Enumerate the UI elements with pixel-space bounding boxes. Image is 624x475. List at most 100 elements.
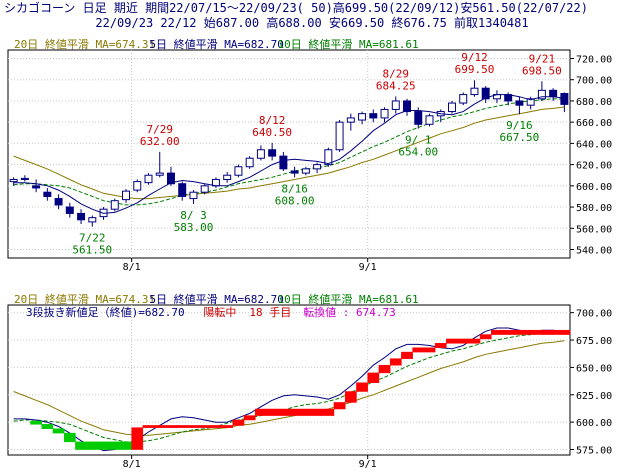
brick-up [356,382,368,392]
candle-body [425,115,434,125]
brick-down [63,432,76,443]
candle-body [515,100,524,106]
candle-body [537,89,546,100]
candle-body [65,206,74,214]
brick-down [41,424,54,429]
price-y-tick-label: 700.00 [576,76,612,87]
swing-low-date: 9/16 [506,119,533,132]
candle-body [110,200,119,210]
price-y-tick-label: 680.00 [576,97,612,108]
brick-up [491,329,571,335]
brick-up [378,364,391,374]
brick-up [389,358,402,366]
tlb-y-tick-label: 600.00 [576,418,612,429]
candle-body [155,172,164,176]
header-latest-ohlc: 22/09/23 22/12 始687.00 高688.00 安669.50 終… [95,16,529,30]
candle-body [526,98,535,106]
swing-low-date: 9/ 1 [405,134,432,147]
price-y-tick-label: 720.00 [576,54,612,65]
tlb-x-tick-label: 9/1 [359,459,377,470]
price-legend-entry: 20日 終値平滑 MA=674.31 [14,37,155,51]
price-y-tick-label: 600.00 [576,182,612,193]
tlb-ma5-line [13,327,565,452]
ma5-line [13,94,565,214]
tlb-y-tick-label: 700.00 [576,309,612,320]
brick-down [75,441,132,450]
brick-up [412,347,436,353]
tlb-y-tick-label: 625.00 [576,391,612,402]
swing-high-date: 8/12 [259,114,286,127]
candle-body [481,87,490,100]
header-title: シカゴコーン 日足 期近 期間22/07/15～22/09/23( 50)高69… [4,1,588,15]
candle-body [279,155,288,170]
candle-body [234,166,243,176]
price-y-tick-label: 660.00 [576,118,612,129]
candle-body [470,87,479,96]
tlb-info-reversal: 転換値 : 674.73 [303,306,396,319]
price-y-tick-label: 560.00 [576,224,612,235]
swing-low-date: 7/22 [79,232,106,245]
candle-body [256,149,265,159]
candle-body [32,185,41,189]
candle-body [369,113,378,119]
price-legend-entry: 10日 終値平滑 MA=681.61 [278,37,419,51]
swing-low-value: 561.50 [72,244,112,257]
candle-body [9,178,18,183]
brick-up [344,391,357,403]
swing-high-value: 640.50 [252,126,292,139]
swing-high-value: 699.50 [455,63,495,76]
brick-up [142,425,234,428]
brick-up [232,419,245,426]
candle-body [144,174,153,184]
price-plot-frame [7,49,571,259]
candle-body [245,157,254,168]
candle-body [88,217,97,223]
candle-body [200,185,209,193]
candle-body [178,183,187,197]
tlb-legend-entry: 5日 終値平滑 MA=682.70 [149,292,283,306]
swing-high-value: 684.25 [376,79,416,92]
candle-body [459,94,468,104]
candle-body [324,149,333,166]
price-x-tick-label: 8/1 [123,262,141,273]
brick-up [446,338,481,344]
ma20-line [13,106,565,200]
tlb-y-tick-label: 675.00 [576,336,612,347]
candle-body [358,113,367,121]
swing-high-value: 632.00 [140,135,180,148]
brick-up [131,427,144,450]
candle-body [346,117,355,123]
candle-body [403,100,412,113]
brick-up [401,351,413,359]
candle-body [268,149,277,157]
candle-body [43,191,52,197]
swing-low-value: 608.00 [275,194,315,207]
swing-low-value: 667.50 [500,131,540,144]
tlb-info-count: 18 手目 [249,305,291,319]
candle-body [133,181,142,191]
ma10-line [13,98,565,206]
candle-body [380,108,389,119]
brick-down [30,420,42,425]
price-y-tick-label: 620.00 [576,161,612,172]
swing-low-value: 583.00 [174,221,214,234]
swing-high-date: 7/29 [146,123,173,136]
swing-high-date: 8/29 [383,67,410,80]
tlb-info-label: 3段抜き新値足（終値)=682.70 [26,305,185,319]
candle-body [189,191,198,200]
brick-up [479,334,492,340]
brick-up [434,343,447,348]
tlb-legend-entry: 10日 終値平滑 MA=681.61 [278,292,419,306]
swing-high-date: 9/21 [529,52,556,65]
tlb-info-trend: 陽転中 [203,306,236,319]
swing-low-date: 8/16 [281,182,308,195]
brick-up [333,402,346,410]
tlb-ma20-line [13,340,565,436]
candle-body [290,170,299,174]
swing-low-date: 8/ 3 [180,209,207,222]
candle-body [549,89,558,98]
price-y-tick-label: 540.00 [576,246,612,257]
candle-body [223,174,232,180]
